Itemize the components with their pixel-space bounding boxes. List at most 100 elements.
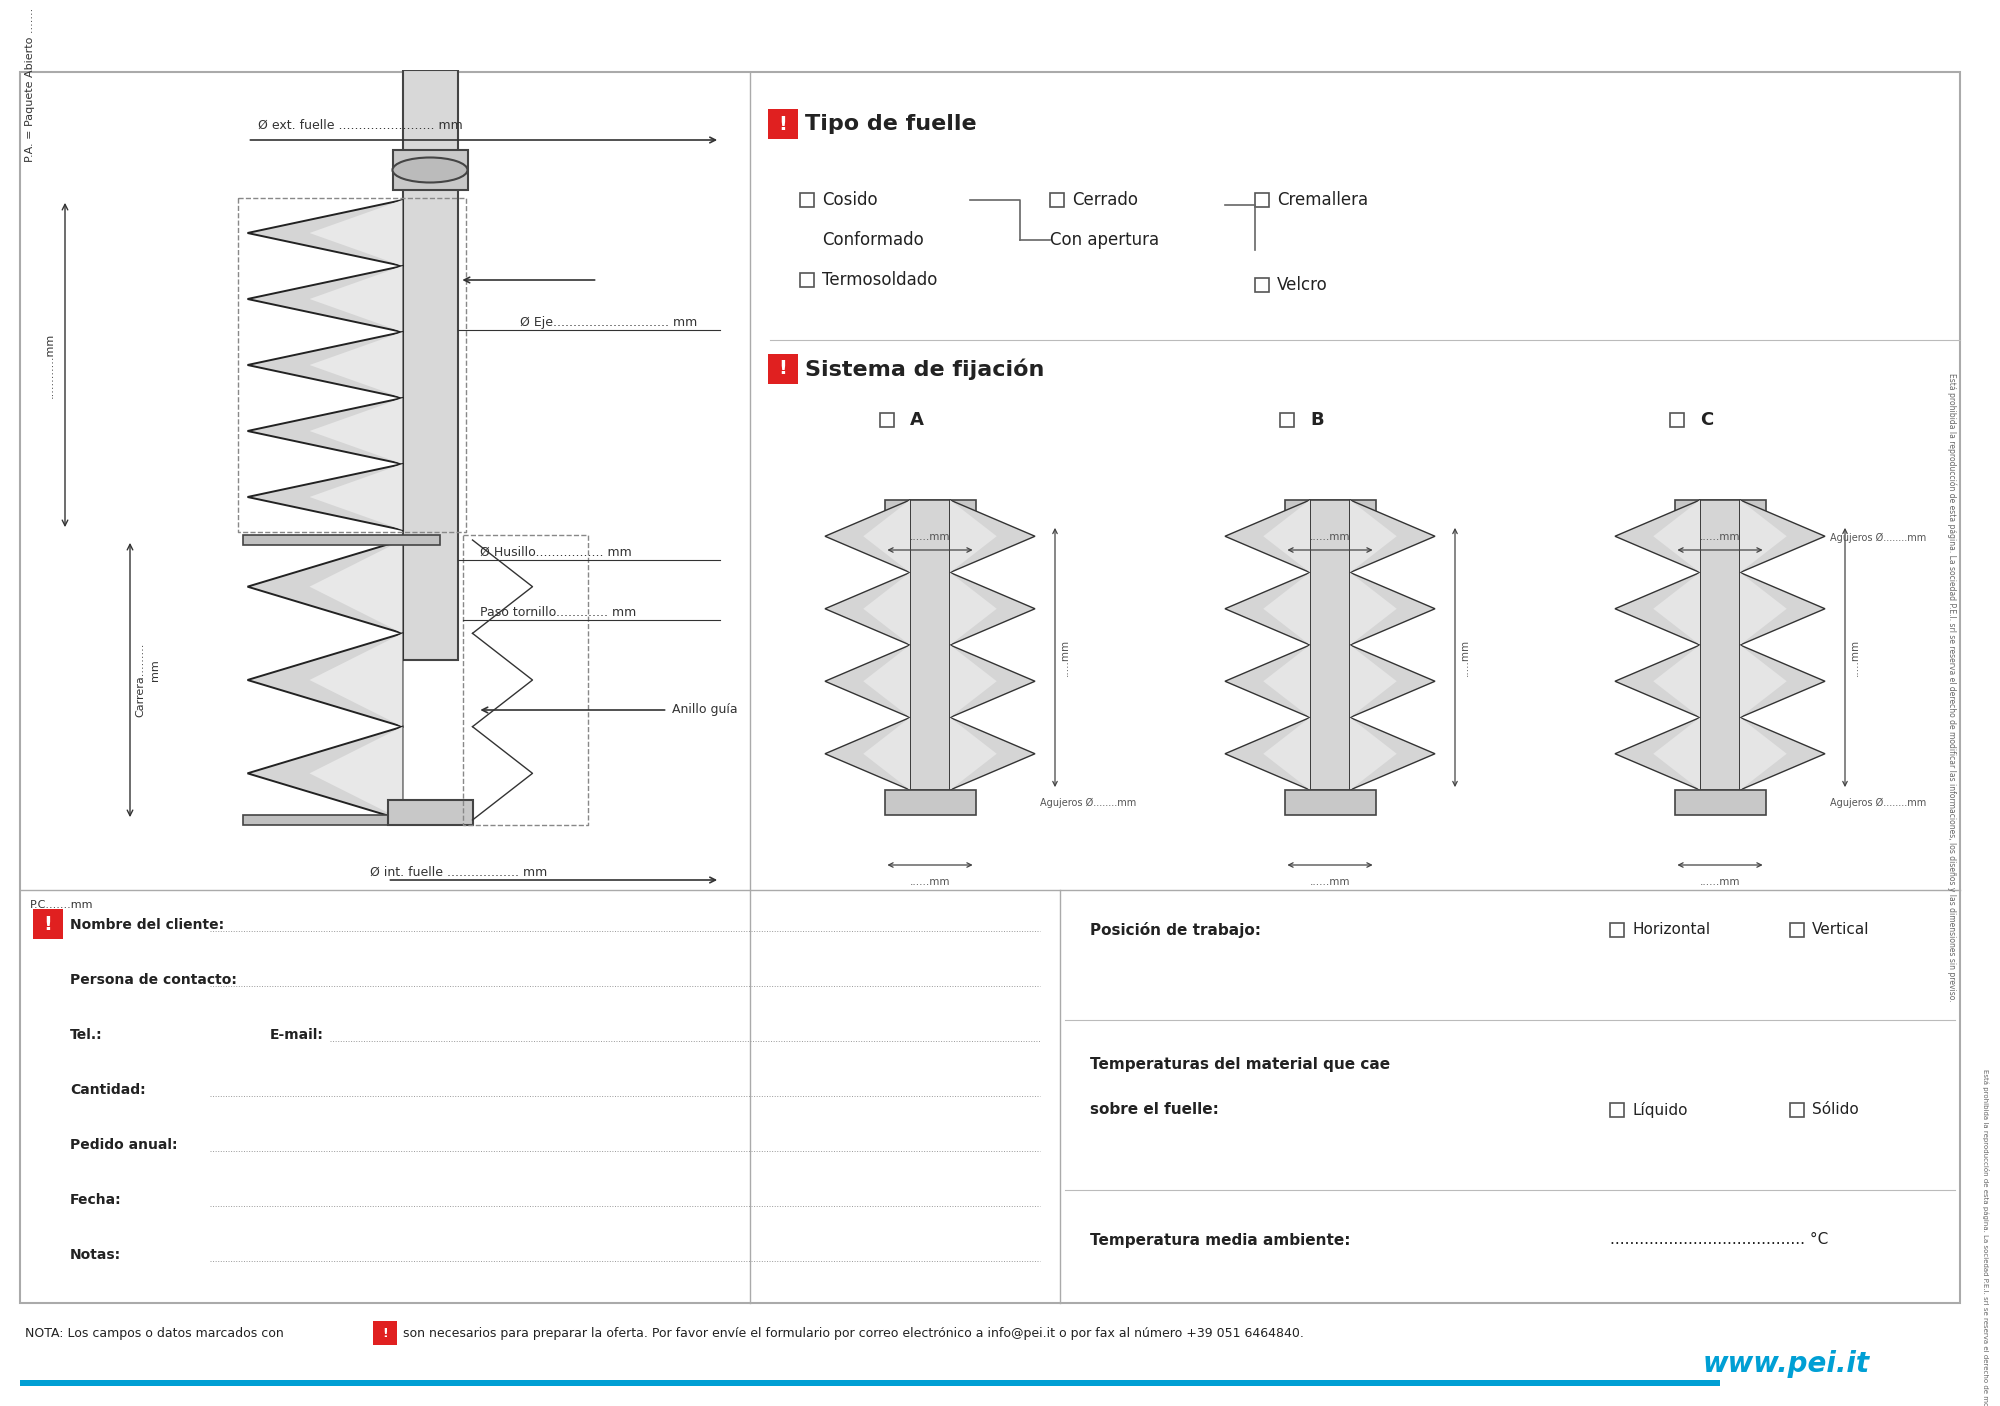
Text: Ø ext. fuelle ........................ mm: Ø ext. fuelle ........................ m… — [258, 120, 462, 132]
Polygon shape — [1740, 572, 1786, 645]
Text: Anillo guía: Anillo guía — [672, 703, 738, 717]
Polygon shape — [864, 717, 910, 790]
Polygon shape — [310, 727, 402, 820]
Text: B: B — [1310, 411, 1324, 429]
Polygon shape — [950, 501, 1036, 572]
Text: Tel.:: Tel.: — [70, 1028, 102, 1042]
Text: ........................................ °C: ........................................… — [1610, 1233, 1828, 1247]
Text: A: A — [910, 411, 924, 429]
Polygon shape — [310, 540, 402, 633]
FancyBboxPatch shape — [1310, 501, 1350, 790]
FancyBboxPatch shape — [768, 110, 798, 139]
Polygon shape — [310, 633, 402, 727]
Text: !: ! — [44, 914, 52, 934]
Polygon shape — [1616, 501, 1700, 572]
Polygon shape — [950, 645, 1036, 717]
Polygon shape — [1654, 501, 1700, 572]
Polygon shape — [1740, 645, 1824, 717]
Polygon shape — [1224, 572, 1310, 645]
Polygon shape — [1350, 501, 1396, 572]
FancyBboxPatch shape — [242, 815, 440, 825]
FancyBboxPatch shape — [372, 1322, 396, 1346]
Text: Cerrado: Cerrado — [1072, 191, 1138, 209]
FancyBboxPatch shape — [1280, 413, 1294, 427]
Polygon shape — [1616, 645, 1700, 717]
Polygon shape — [950, 572, 1036, 645]
Text: Agujeros Ø........mm: Agujeros Ø........mm — [1830, 533, 1926, 543]
Polygon shape — [1616, 572, 1700, 645]
Polygon shape — [1224, 645, 1310, 717]
Text: Temperatura media ambiente:: Temperatura media ambiente: — [1090, 1233, 1350, 1247]
Text: Conformado: Conformado — [822, 231, 924, 249]
Text: Sólido: Sólido — [1812, 1102, 1858, 1118]
Polygon shape — [248, 464, 402, 530]
Polygon shape — [950, 717, 1036, 790]
Text: Ø int. fuelle .................. mm: Ø int. fuelle .................. mm — [370, 866, 548, 879]
Text: ......mm: ......mm — [1310, 877, 1350, 887]
Polygon shape — [248, 633, 402, 727]
FancyBboxPatch shape — [1790, 922, 1804, 936]
Polygon shape — [950, 645, 996, 717]
Text: Ø Husillo................. mm: Ø Husillo................. mm — [480, 546, 632, 560]
Text: ......mm: ......mm — [1310, 531, 1350, 541]
FancyBboxPatch shape — [800, 273, 814, 287]
Polygon shape — [864, 645, 910, 717]
FancyBboxPatch shape — [20, 1379, 1720, 1386]
Polygon shape — [1616, 717, 1700, 790]
Text: Líquido: Líquido — [1632, 1102, 1688, 1118]
Polygon shape — [950, 572, 996, 645]
Polygon shape — [1350, 645, 1396, 717]
Polygon shape — [950, 717, 996, 790]
Polygon shape — [310, 464, 402, 530]
Text: Ø Eje............................. mm: Ø Eje............................. mm — [520, 316, 698, 329]
FancyBboxPatch shape — [1610, 922, 1624, 936]
Polygon shape — [310, 266, 402, 332]
Polygon shape — [310, 332, 402, 398]
Polygon shape — [1224, 501, 1310, 572]
Text: Termosoldado: Termosoldado — [822, 271, 938, 290]
Polygon shape — [248, 727, 402, 820]
FancyBboxPatch shape — [800, 193, 814, 207]
Polygon shape — [1350, 645, 1436, 717]
Polygon shape — [826, 572, 910, 645]
FancyBboxPatch shape — [1790, 1102, 1804, 1116]
Polygon shape — [950, 501, 996, 572]
Text: .....mm: .....mm — [1060, 638, 1070, 676]
Polygon shape — [1264, 645, 1310, 717]
Polygon shape — [1224, 717, 1310, 790]
Polygon shape — [1350, 572, 1436, 645]
Polygon shape — [1740, 501, 1824, 572]
Polygon shape — [1350, 501, 1436, 572]
Polygon shape — [864, 501, 910, 572]
Text: Nombre del cliente:: Nombre del cliente: — [70, 918, 224, 932]
FancyBboxPatch shape — [1670, 413, 1684, 427]
FancyBboxPatch shape — [880, 413, 894, 427]
FancyBboxPatch shape — [1674, 501, 1766, 524]
FancyBboxPatch shape — [1610, 1102, 1624, 1116]
Polygon shape — [1740, 645, 1786, 717]
Text: Paso tornillo............. mm: Paso tornillo............. mm — [480, 606, 636, 619]
Text: Horizontal: Horizontal — [1632, 922, 1710, 938]
Polygon shape — [864, 572, 910, 645]
FancyBboxPatch shape — [1700, 501, 1740, 790]
Polygon shape — [248, 540, 402, 633]
Text: CUESTIONARIO PARA FUELLES CIRCULARES: CUESTIONARIO PARA FUELLES CIRCULARES — [184, 21, 926, 49]
Polygon shape — [1350, 717, 1396, 790]
Text: Tipo de fuelle: Tipo de fuelle — [804, 114, 976, 134]
Polygon shape — [248, 266, 402, 332]
FancyBboxPatch shape — [768, 354, 798, 384]
Text: www.pei.it: www.pei.it — [1702, 1350, 1870, 1378]
Polygon shape — [1740, 717, 1786, 790]
Text: ............mm: ............mm — [44, 332, 56, 398]
FancyBboxPatch shape — [388, 800, 472, 825]
FancyBboxPatch shape — [242, 536, 440, 546]
Text: Carrera.........: Carrera......... — [136, 643, 144, 717]
Polygon shape — [248, 200, 402, 266]
FancyBboxPatch shape — [884, 790, 976, 815]
Text: ......mm: ......mm — [910, 531, 950, 541]
Text: NOTA: Los campos o datos marcados con: NOTA: Los campos o datos marcados con — [24, 1327, 284, 1340]
Text: P.A. = Paquete Abierto .......: P.A. = Paquete Abierto ....... — [24, 8, 36, 162]
Text: !: ! — [778, 114, 788, 134]
FancyBboxPatch shape — [884, 501, 976, 524]
Text: Notas:: Notas: — [70, 1249, 122, 1263]
